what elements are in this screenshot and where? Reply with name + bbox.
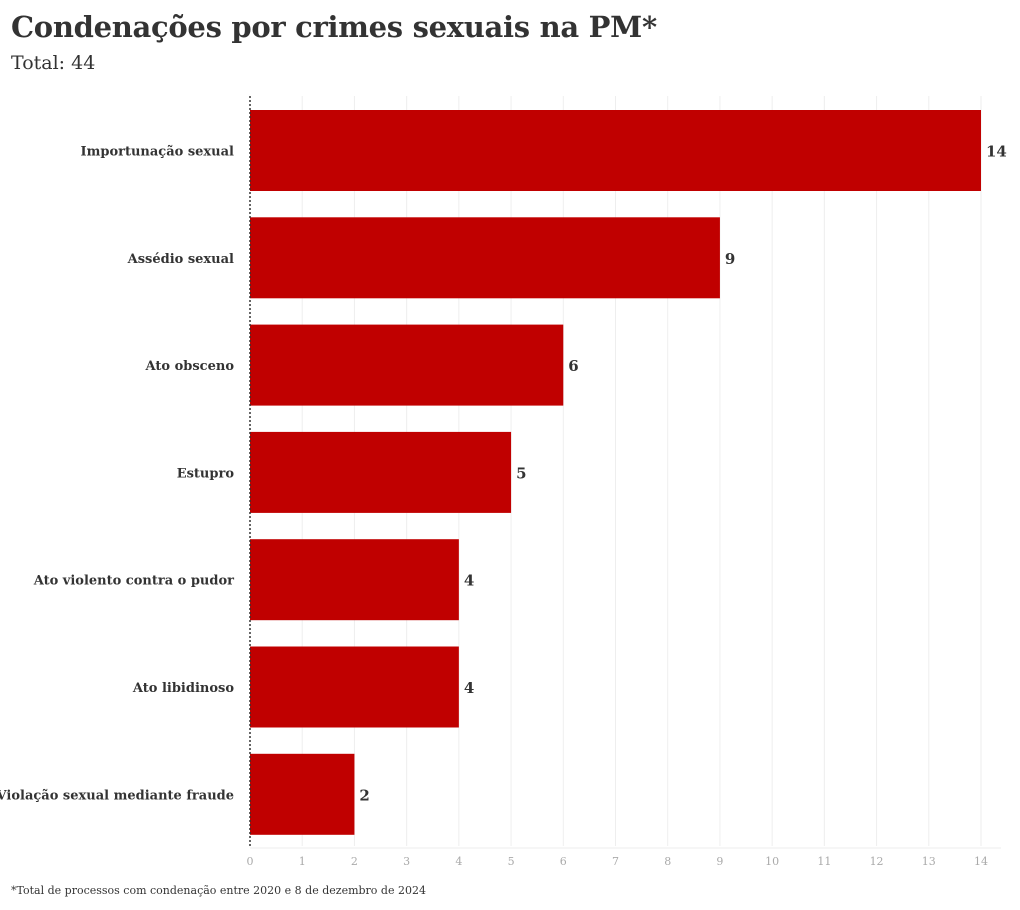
bar-value-label: 4 xyxy=(464,679,474,697)
bar-chart: 0 1 2 3 4 5 6 7 8 9 10 11 12 13 14 Importunação sexual 1… xyxy=(0,90,1020,880)
bar-value-label: 6 xyxy=(568,357,578,375)
x-tick-label: 9 xyxy=(716,855,723,868)
x-tick-label: 10 xyxy=(765,855,779,868)
x-tick-label: 0 xyxy=(247,855,254,868)
category-label: Estupro xyxy=(177,466,235,481)
bar xyxy=(250,217,720,299)
bar-value-label: 4 xyxy=(464,572,474,590)
bar xyxy=(250,324,564,406)
x-tick-label: 13 xyxy=(922,855,936,868)
category-label: Assédio sexual xyxy=(127,252,234,267)
x-tick-label: 12 xyxy=(870,855,884,868)
bar xyxy=(250,539,459,621)
bar xyxy=(250,110,981,191)
bar-value-label: 14 xyxy=(986,143,1007,161)
bar xyxy=(250,753,355,835)
x-tick-label: 14 xyxy=(974,855,988,868)
bar-value-label: 2 xyxy=(359,786,369,804)
x-tick-label: 4 xyxy=(455,855,462,868)
x-tick-label: 11 xyxy=(817,855,831,868)
x-tick-label: 1 xyxy=(299,855,306,868)
category-label: Ato violento contra o pudor xyxy=(33,574,234,589)
chart-footnote: *Total de processos com condenação entre… xyxy=(11,884,426,897)
category-label: Ato libidinoso xyxy=(132,681,234,696)
chart-title: Condenações por crimes sexuais na PM* xyxy=(11,10,657,44)
bar-value-label: 5 xyxy=(516,464,526,482)
category-label: Ato obsceno xyxy=(145,359,235,374)
x-tick-label: 2 xyxy=(351,855,358,868)
category-label: Violação sexual mediante fraude xyxy=(0,788,234,803)
x-tick-label: 8 xyxy=(664,855,671,868)
x-tick-label: 7 xyxy=(612,855,619,868)
chart-subtitle: Total: 44 xyxy=(11,52,96,74)
bar-value-label: 9 xyxy=(725,250,735,268)
chart-header: Condenações por crimes sexuais na PM* To… xyxy=(11,8,1001,77)
x-tick-label: 5 xyxy=(508,855,515,868)
x-tick-label: 6 xyxy=(560,855,567,868)
bar xyxy=(250,431,512,513)
category-label: Importunação sexual xyxy=(81,145,235,160)
bar xyxy=(250,646,459,728)
x-tick-label: 3 xyxy=(403,855,410,868)
